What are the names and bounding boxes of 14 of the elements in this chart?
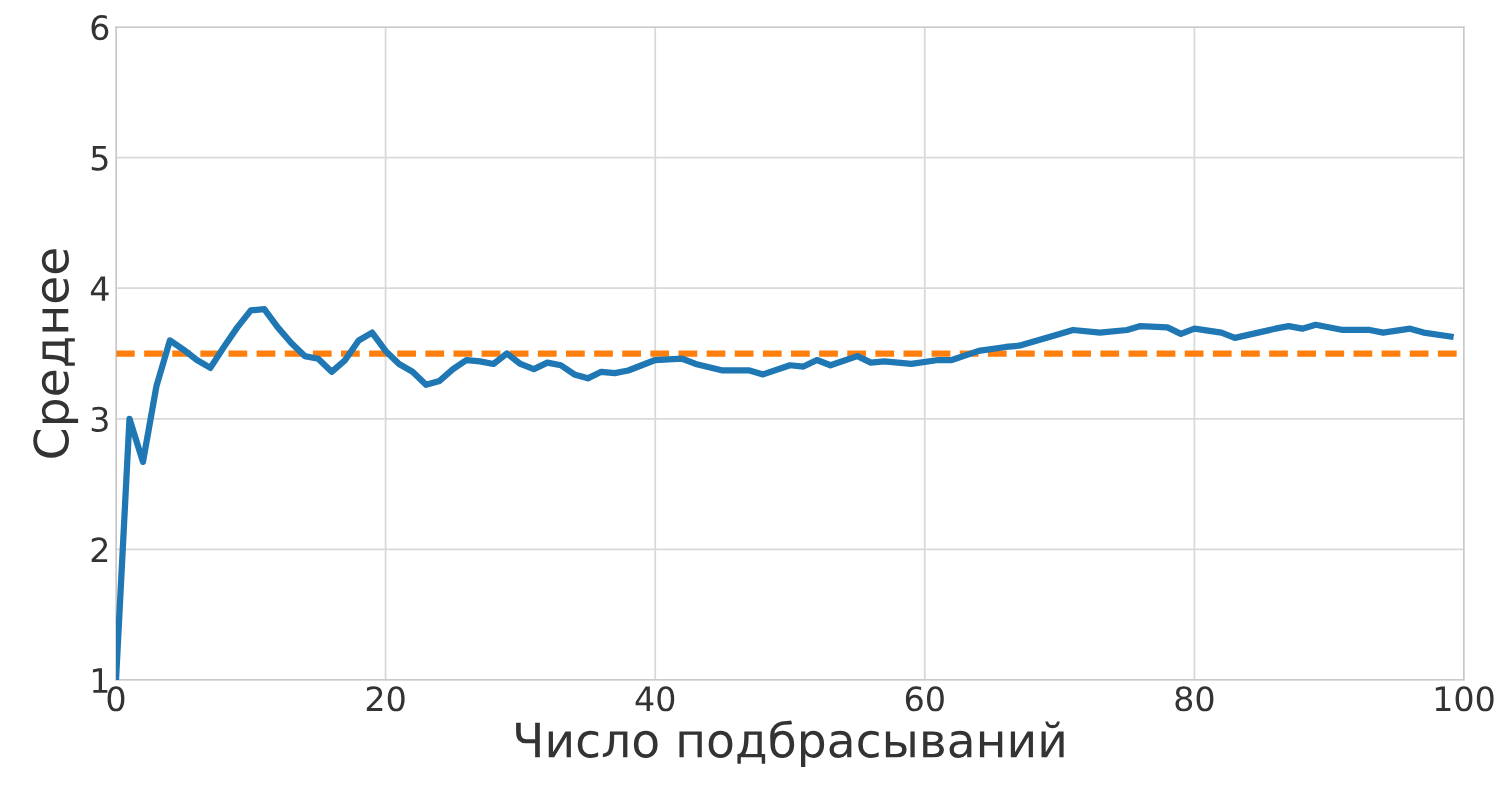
y-tick-label: 5 — [91, 145, 108, 171]
x-tick-label: 100 — [1435, 686, 1494, 712]
y-tick-label: 2 — [91, 537, 108, 563]
y-tick-label: 6 — [91, 14, 109, 41]
y-tick-label: 3 — [91, 406, 108, 432]
x-axis-title: Число подбрасываний — [516, 720, 1064, 768]
y-tick-label: 1 — [92, 668, 108, 693]
x-tick-label: 20 — [366, 686, 405, 712]
y-tick-label: 4 — [90, 276, 109, 301]
x-tick-label: 40 — [635, 686, 675, 712]
x-tick-label: 0 — [107, 686, 125, 712]
x-tick-label: 60 — [905, 686, 944, 712]
y-axis-title: Среднее — [33, 249, 79, 458]
x-tick-label: 80 — [1175, 686, 1214, 712]
